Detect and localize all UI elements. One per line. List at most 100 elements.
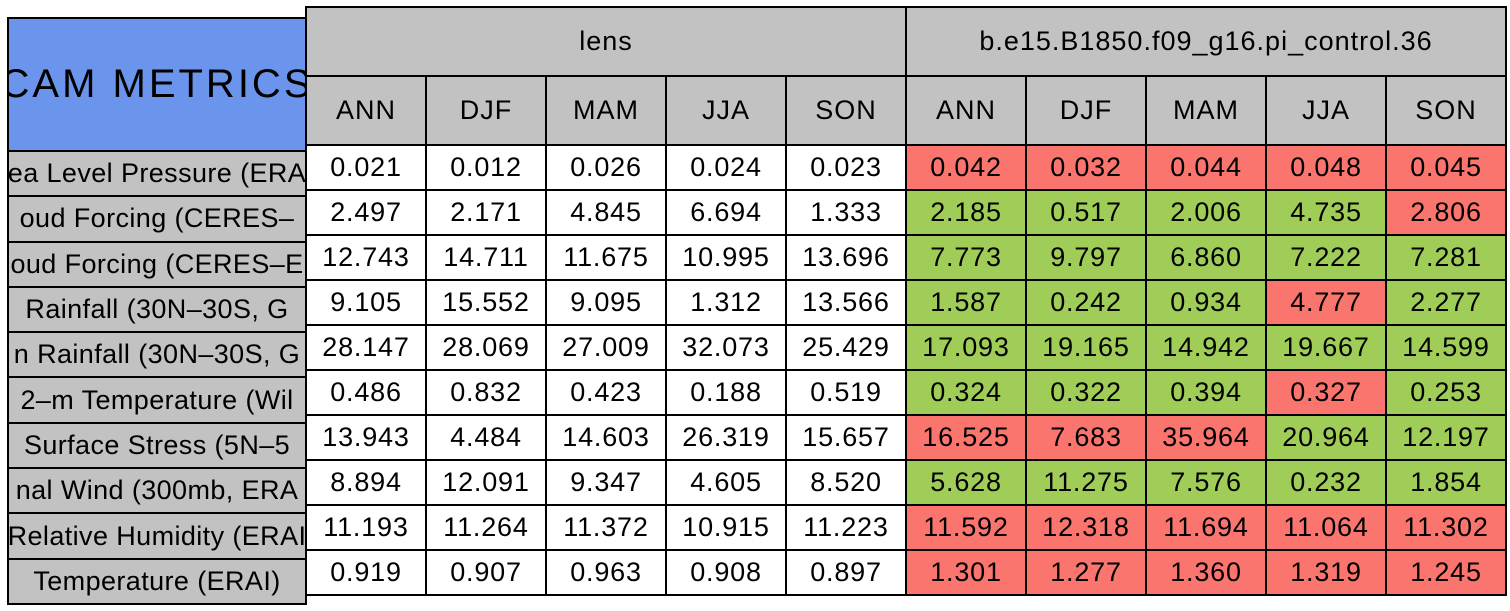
value-cell-text: 20.964 — [1282, 422, 1370, 452]
value-cell: 0.897 — [787, 551, 905, 594]
season-header-text: MAM — [573, 95, 639, 125]
value-cell: 11.264 — [427, 506, 545, 549]
value-cell-text: 13.696 — [802, 242, 890, 272]
value-cell: 0.517 — [1027, 191, 1145, 234]
value-cell-text: 35.964 — [1162, 422, 1250, 452]
value-cell: 7.222 — [1267, 236, 1385, 279]
metric-label-text: Rainfall (30N–30S, G — [25, 294, 289, 325]
value-cell: 10.915 — [667, 506, 785, 549]
value-cell: 9.797 — [1027, 236, 1145, 279]
value-cell: 12.197 — [1387, 416, 1505, 459]
metric-label-text: ea Level Pressure (ERA — [9, 158, 305, 189]
value-cell-text: 0.048 — [1290, 152, 1362, 182]
value-cell: 7.683 — [1027, 416, 1145, 459]
season-header: JJA — [667, 77, 785, 144]
value-cell-text: 11.264 — [443, 512, 529, 542]
value-cell: 9.105 — [307, 281, 425, 324]
value-cell: 0.021 — [307, 146, 425, 189]
value-cell-text: 0.394 — [1170, 377, 1242, 407]
season-header-text: MAM — [1173, 95, 1239, 125]
value-cell-text: 4.605 — [690, 467, 762, 497]
value-cell-text: 14.711 — [443, 242, 529, 272]
metric-label: ea Level Pressure (ERA — [9, 152, 305, 196]
value-cell-text: 1.587 — [930, 287, 1002, 317]
value-cell: 14.942 — [1147, 326, 1265, 369]
value-cell-text: 12.318 — [1042, 512, 1130, 542]
value-cell: 0.253 — [1387, 371, 1505, 414]
value-cell-text: 5.628 — [930, 467, 1002, 497]
value-cell-text: 0.023 — [810, 152, 882, 182]
value-cell: 1.854 — [1387, 461, 1505, 504]
metric-label-text: n Rainfall (30N–30S, G — [13, 339, 301, 370]
metric-label-text: Temperature (ERAI) — [33, 565, 281, 596]
value-cell: 25.429 — [787, 326, 905, 369]
value-cell: 0.045 — [1387, 146, 1505, 189]
value-cell-text: 2.806 — [1410, 197, 1482, 227]
value-cell: 2.277 — [1387, 281, 1505, 324]
value-cell: 27.009 — [547, 326, 665, 369]
table-title-text: CAM METRICS — [9, 62, 305, 106]
value-cell-text: 1.360 — [1170, 557, 1242, 587]
value-cell: 4.735 — [1267, 191, 1385, 234]
value-cell-text: 11.275 — [1043, 467, 1129, 497]
value-cell-text: 9.095 — [570, 287, 642, 317]
value-cell-text: 6.860 — [1170, 242, 1242, 272]
value-cell-text: 0.324 — [930, 377, 1002, 407]
value-cell: 11.592 — [907, 506, 1025, 549]
value-cell-text: 1.312 — [690, 287, 762, 317]
season-header: JJA — [1267, 77, 1385, 144]
value-cell: 7.281 — [1387, 236, 1505, 279]
value-cell: 0.423 — [547, 371, 665, 414]
value-cell-text: 8.894 — [330, 467, 402, 497]
value-cell-text: 1.319 — [1290, 557, 1362, 587]
value-cell-text: 14.942 — [1162, 332, 1250, 362]
season-header-text: ANN — [335, 95, 396, 125]
value-cell-text: 2.006 — [1170, 197, 1242, 227]
value-cell-text: 11.064 — [1283, 512, 1369, 542]
value-cell-text: 6.694 — [690, 197, 762, 227]
value-cell: 0.012 — [427, 146, 545, 189]
value-cell-text: 0.934 — [1170, 287, 1242, 317]
value-cell-text: 13.943 — [322, 422, 410, 452]
lens-section: lens ANN DJF MAM JJA SON 0.021 0.012 0.026 0.024… — [305, 6, 907, 596]
season-header-text: SON — [1415, 95, 1477, 125]
value-cell: 4.777 — [1267, 281, 1385, 324]
value-cell: 2.006 — [1147, 191, 1265, 234]
metric-label: Temperature (ERAI) — [9, 559, 305, 603]
value-cell: 0.042 — [907, 146, 1025, 189]
value-cell-text: 0.963 — [570, 557, 642, 587]
value-cell: 0.023 — [787, 146, 905, 189]
value-cell-text: 0.327 — [1290, 377, 1362, 407]
value-cell: 0.519 — [787, 371, 905, 414]
value-cell: 13.566 — [787, 281, 905, 324]
value-cell: 0.327 — [1267, 371, 1385, 414]
value-cell: 0.919 — [307, 551, 425, 594]
value-cell: 5.628 — [907, 461, 1025, 504]
value-cell-text: 7.222 — [1290, 242, 1362, 272]
value-cell: 11.675 — [547, 236, 665, 279]
value-cell-text: 4.845 — [570, 197, 642, 227]
value-cell: 11.302 — [1387, 506, 1505, 549]
table-title: CAM METRICS — [9, 19, 305, 150]
value-cell-text: 8.520 — [810, 467, 882, 497]
value-cell-text: 9.105 — [330, 287, 402, 317]
value-cell: 0.934 — [1147, 281, 1265, 324]
value-cell-text: 26.319 — [682, 422, 770, 452]
value-cell: 28.069 — [427, 326, 545, 369]
value-cell: 0.324 — [907, 371, 1025, 414]
season-header: SON — [787, 77, 905, 144]
value-cell: 0.322 — [1027, 371, 1145, 414]
metric-label: Surface Stress (5N–5 — [9, 423, 305, 468]
value-cell: 19.165 — [1027, 326, 1145, 369]
value-cell: 0.832 — [427, 371, 545, 414]
metric-label-text: nal Wind (300mb, ERA — [15, 475, 299, 506]
value-cell-text: 0.253 — [1410, 377, 1482, 407]
value-cell: 16.525 — [907, 416, 1025, 459]
value-cell-text: 7.683 — [1050, 422, 1122, 452]
season-header-text: ANN — [935, 95, 996, 125]
value-cell: 0.026 — [547, 146, 665, 189]
value-cell: 14.603 — [547, 416, 665, 459]
value-cell: 4.484 — [427, 416, 545, 459]
value-cell: 0.963 — [547, 551, 665, 594]
